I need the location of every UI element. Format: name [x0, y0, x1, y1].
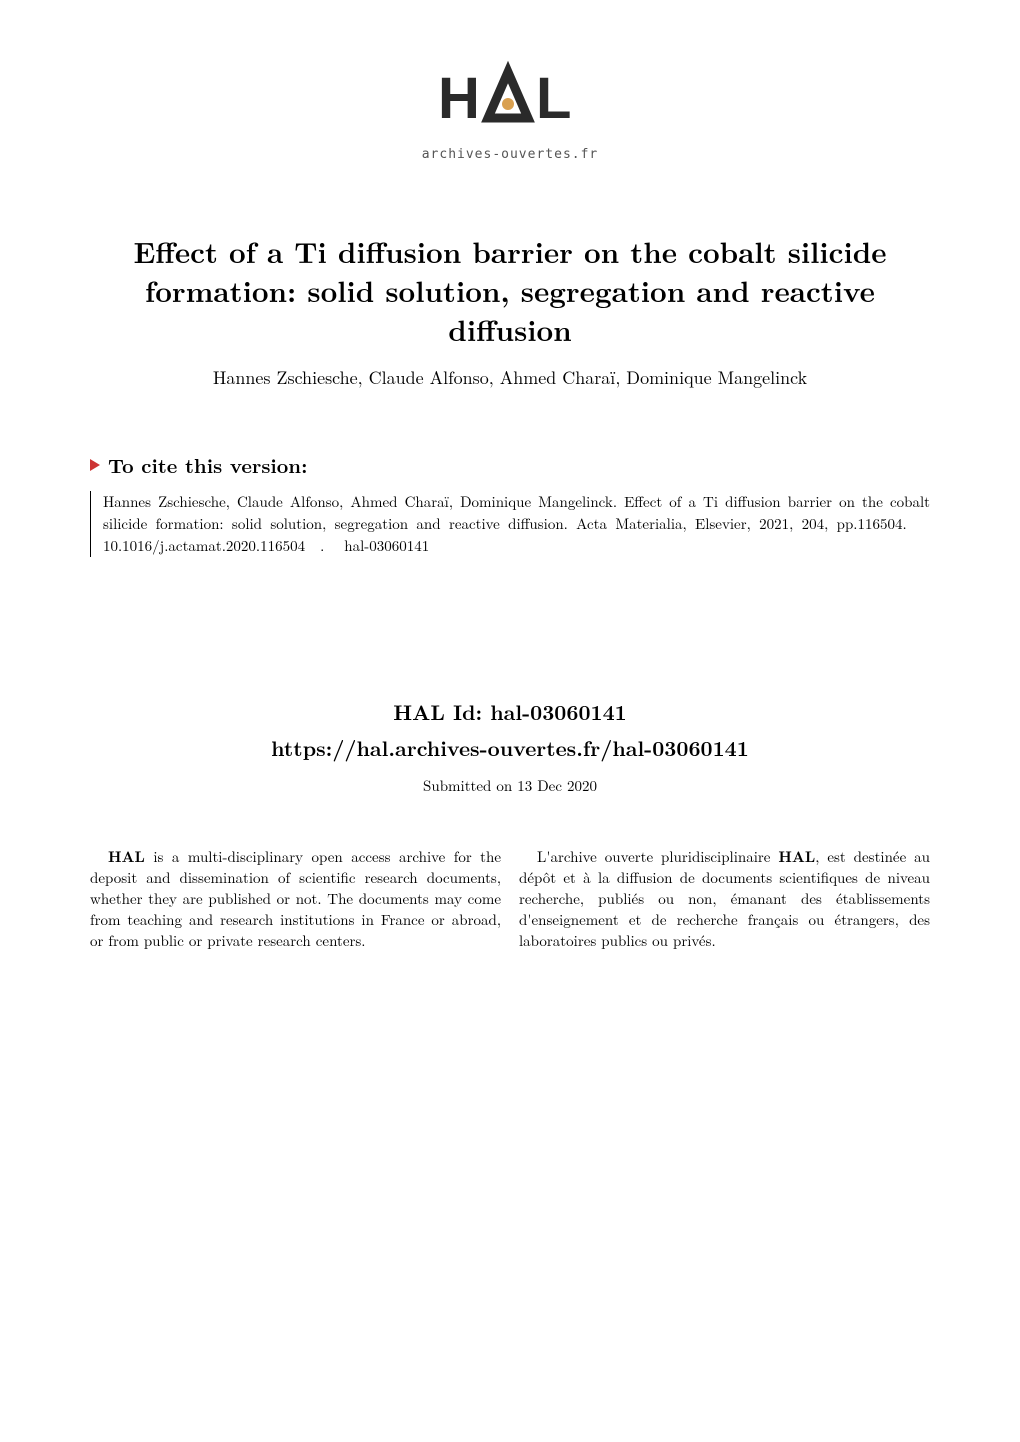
- hal-id-section: HAL Id: hal-03060141 https://hal.archive…: [90, 697, 930, 796]
- submitted-date: Submitted on 13 Dec 2020: [90, 775, 930, 796]
- desc-right-bold: HAL: [778, 846, 815, 867]
- desc-left-bold: HAL: [108, 846, 145, 867]
- hal-logo-svg: H L: [430, 60, 590, 140]
- hal-url[interactable]: https://hal.archives-ouvertes.fr/hal-030…: [90, 733, 930, 763]
- svg-text:H: H: [438, 66, 480, 131]
- description-right: L'archive ouverte pluridisciplinaire HAL…: [519, 846, 930, 951]
- desc-right-prefix: L'archive ouverte pluridisciplinaire: [537, 846, 778, 867]
- svg-text:L: L: [536, 66, 571, 131]
- triangle-icon: [90, 459, 100, 471]
- logo-section: H L archives-ouvertes.fr: [90, 60, 930, 162]
- description-section: HAL is a multi-disciplinary open access …: [90, 846, 930, 951]
- cite-header: To cite this version:: [90, 450, 930, 479]
- hal-id-label: HAL Id: hal-03060141: [90, 697, 930, 727]
- cite-section: To cite this version: Hannes Zschiesche,…: [90, 450, 930, 556]
- logo-subtitle: archives-ouvertes.fr: [422, 147, 599, 162]
- description-left: HAL is a multi-disciplinary open access …: [90, 846, 501, 951]
- cite-title: To cite this version:: [108, 450, 307, 479]
- paper-authors: Hannes Zschiesche, Claude Alfonso, Ahmed…: [90, 365, 930, 390]
- paper-title: Effect of a Ti diffusion barrier on the …: [90, 232, 930, 349]
- hal-logo: H L archives-ouvertes.fr: [422, 60, 599, 162]
- hal-cover-page: H L archives-ouvertes.fr Effect of a Ti …: [0, 0, 1020, 1442]
- cite-body: Hannes Zschiesche, Claude Alfonso, Ahmed…: [90, 491, 930, 556]
- desc-left-rest: is a multi-disciplinary open access arch…: [90, 846, 501, 951]
